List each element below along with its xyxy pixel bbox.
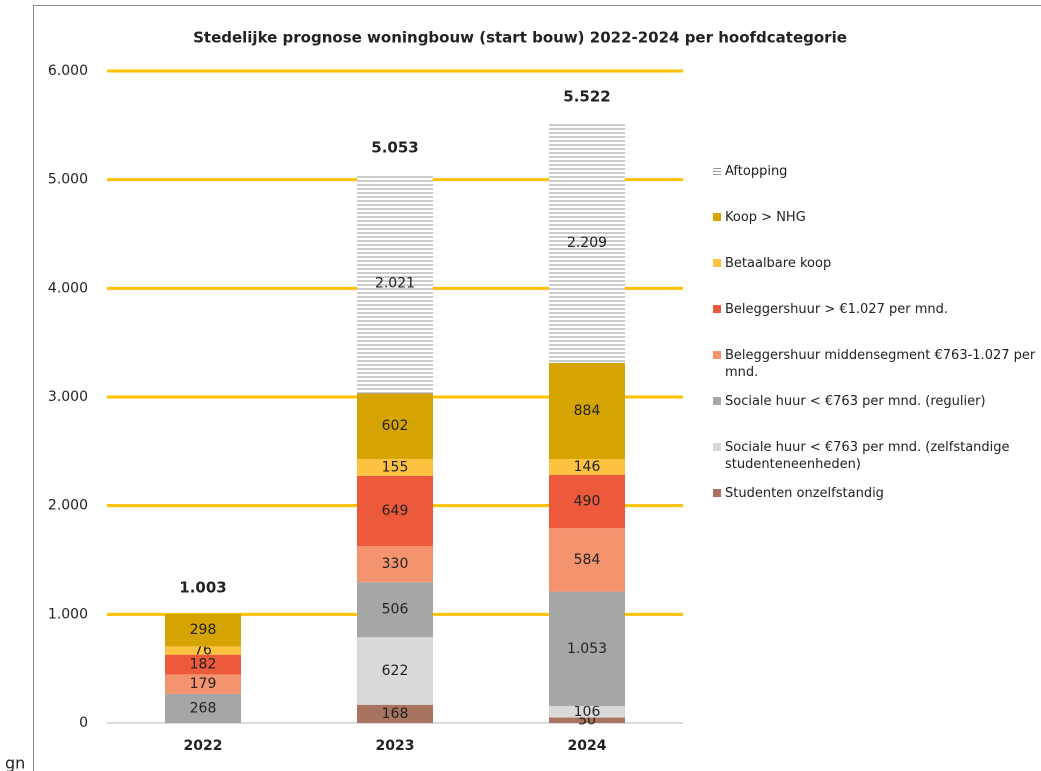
bar-segment [165, 693, 241, 723]
legend-item: Betaalbare koop [713, 255, 1041, 272]
y-tick-label: 1.000 [48, 606, 88, 622]
y-tick-label: 0 [79, 715, 88, 731]
y-tick-label: 3.000 [48, 389, 88, 405]
bar-segment [165, 674, 241, 694]
data-label: 649 [382, 503, 409, 519]
x-tick-label: 2022 [184, 738, 223, 754]
legend-label: Sociale huur < €763 per mnd. (zelfstandi… [725, 440, 1010, 472]
legend-label: Sociale huur < €763 per mnd. (regulier) [725, 394, 986, 409]
legend-label: Betaalbare koop [725, 256, 832, 271]
bar-segment [165, 646, 241, 655]
legend-item: Sociale huur < €763 per mnd. (zelfstandi… [713, 439, 1041, 473]
legend-swatch [713, 351, 721, 359]
data-label: 884 [574, 403, 601, 419]
legend-item: Beleggershuur middensegment €763-1.027 p… [713, 347, 1041, 381]
bar-segment [549, 474, 625, 529]
bar-segment [549, 122, 625, 363]
bar-segment [357, 393, 433, 459]
annotation: gn [5, 754, 25, 771]
total-label: 5.522 [563, 87, 610, 105]
bar-segment [549, 717, 625, 723]
data-label: 622 [382, 663, 409, 679]
bar-segment [165, 614, 241, 647]
data-label: 2.209 [567, 235, 607, 251]
legend-label: Beleggershuur middensegment €763-1.027 p… [725, 348, 1036, 380]
data-label: 182 [190, 657, 217, 673]
data-label: 602 [382, 418, 409, 434]
data-label: 330 [382, 556, 409, 572]
data-label: 179 [190, 676, 217, 692]
legend-swatch [713, 443, 721, 451]
legend-swatch [713, 213, 721, 221]
chart-border [33, 5, 1041, 771]
y-tick-label: 5.000 [48, 172, 88, 188]
data-label: 168 [382, 706, 409, 722]
legend-item: Koop > NHG [713, 209, 1041, 226]
data-label: 155 [382, 459, 409, 475]
bar-segment [165, 654, 241, 675]
bar-segment [357, 582, 433, 638]
data-label: 106 [574, 704, 601, 720]
data-label: 506 [382, 602, 409, 618]
legend-swatch [713, 305, 721, 313]
bar-segment [549, 706, 625, 718]
legend-item: Beleggershuur > €1.027 per mnd. [713, 301, 1041, 318]
bar-segment [549, 459, 625, 475]
y-tick-label: 2.000 [48, 498, 88, 514]
x-tick-label: 2024 [568, 738, 607, 754]
data-label: 584 [574, 552, 601, 568]
legend-item: Aftopping [713, 163, 1041, 180]
y-tick-label: 4.000 [48, 280, 88, 296]
legend-label: Koop > NHG [725, 210, 806, 225]
legend-swatch [713, 397, 721, 405]
bar-segment [357, 458, 433, 476]
legend-swatch [713, 259, 721, 267]
legend-label: Studenten onzelfstandig [725, 486, 884, 501]
bar-segment [549, 362, 625, 460]
total-label: 5.053 [371, 138, 418, 156]
total-label: 1.003 [179, 579, 226, 597]
legend-item: Sociale huur < €763 per mnd. (regulier) [713, 393, 1041, 410]
data-label: 76 [194, 643, 212, 659]
legend-swatch [713, 489, 721, 497]
data-label: 298 [190, 622, 217, 638]
data-label: 268 [190, 700, 217, 716]
legend-item: Studenten onzelfstandig [713, 485, 1041, 502]
y-tick-label: 6.000 [48, 63, 88, 79]
legend-label: Beleggershuur > €1.027 per mnd. [725, 302, 948, 317]
data-label: 490 [574, 494, 601, 510]
bar-segment [357, 637, 433, 705]
data-label: 2.021 [375, 276, 415, 292]
bar-segment [357, 546, 433, 583]
x-tick-label: 2023 [376, 738, 415, 754]
data-label: 1.053 [567, 641, 607, 657]
bar-segment [549, 528, 625, 592]
bar-segment [357, 475, 433, 547]
data-label: 146 [574, 459, 601, 475]
legend-label: Aftopping [725, 164, 788, 179]
chart-title: Stedelijke prognose woningbouw (start bo… [193, 29, 847, 47]
bar-segment [357, 704, 433, 723]
legend-swatch [713, 167, 721, 175]
bar-segment [549, 591, 625, 707]
bar-segment [357, 173, 433, 394]
